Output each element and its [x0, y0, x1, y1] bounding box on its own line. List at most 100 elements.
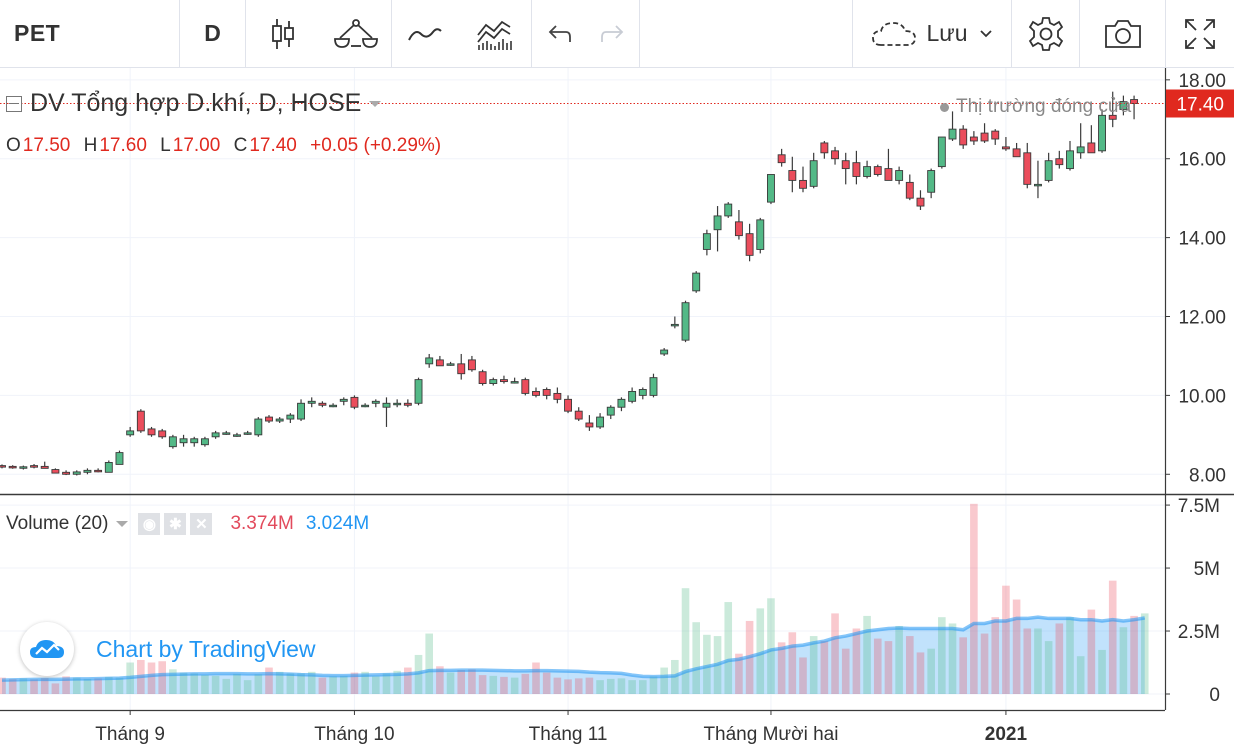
volume-bar — [895, 625, 903, 694]
candle — [1098, 109, 1106, 153]
candle-body — [980, 132, 989, 142]
volume-bar — [243, 680, 252, 694]
candle — [30, 464, 38, 469]
volume-bar — [329, 676, 337, 694]
candle-body — [222, 432, 231, 435]
candle — [510, 377, 519, 384]
undo-icon — [548, 24, 571, 42]
candle-body — [510, 381, 519, 384]
market-status-label: Thị trường đóng cửa — [956, 96, 1132, 117]
volume-value: 3.374M — [230, 513, 294, 534]
candle-body — [670, 323, 679, 327]
candle — [350, 395, 359, 410]
main-series-legend[interactable]: DV Tổng hợp D.khí, D, HOSE — [6, 89, 382, 118]
market-status: Thị trường đóng cửa — [940, 96, 1131, 118]
candle-body — [873, 166, 882, 175]
candle-body — [649, 377, 658, 396]
volume-bar — [574, 678, 583, 694]
gear-icon[interactable]: ✱ — [164, 513, 187, 535]
volume-bar — [980, 633, 989, 694]
candle — [937, 136, 946, 169]
candle — [724, 202, 733, 218]
volume-bar — [169, 669, 177, 694]
settings-button[interactable] — [1012, 0, 1080, 67]
volume-bar — [916, 652, 925, 694]
symbol-search-button[interactable]: PET — [0, 0, 180, 67]
candle-body — [895, 170, 904, 181]
price-tick-label: 14.00 — [1178, 229, 1226, 250]
candle — [617, 397, 626, 412]
candle — [158, 428, 167, 439]
fullscreen-button[interactable] — [1166, 0, 1234, 67]
volume-bar — [841, 648, 850, 694]
candle — [681, 300, 690, 343]
camera-icon — [1104, 19, 1141, 48]
volume-bar — [478, 675, 487, 694]
volume-bar — [372, 676, 380, 694]
caret-down-icon[interactable] — [369, 100, 382, 107]
volume-bar — [1087, 609, 1096, 694]
redo-button[interactable] — [586, 0, 640, 67]
volume-legend[interactable]: Volume (20) ◉ ✱ ✕ 3.374M 3.024M — [6, 513, 369, 535]
candle — [884, 148, 893, 181]
candle-body — [403, 402, 412, 406]
candle — [0, 464, 6, 469]
screenshot-button[interactable] — [1080, 0, 1166, 67]
candle — [275, 417, 284, 423]
save-button[interactable]: Lưu — [852, 0, 1012, 67]
templates-button[interactable] — [458, 0, 532, 67]
candle-body — [265, 416, 273, 422]
candle — [83, 468, 92, 475]
volume-bar — [724, 602, 733, 694]
undo-button[interactable] — [532, 0, 586, 67]
interval-button[interactable]: D — [180, 0, 246, 67]
candle — [606, 405, 615, 420]
time-tick-label: Tháng 10 — [314, 724, 394, 745]
candle — [948, 111, 957, 141]
candle — [62, 470, 71, 476]
volume-bar — [361, 671, 369, 694]
candle-body — [136, 410, 145, 432]
candle-body — [19, 466, 28, 469]
candle-body — [702, 233, 711, 250]
volume-bar — [970, 503, 978, 694]
collapse-icon[interactable] — [6, 95, 22, 112]
candle-body — [660, 349, 669, 355]
candle — [467, 355, 476, 372]
candle-body — [788, 170, 797, 181]
candle — [104, 460, 113, 473]
chart-canvas[interactable]: 8.00 10.00 12.00 14.00 16.00 18.00 0 2.5M 5M 7.5M… — [0, 68, 1234, 748]
volume-bar — [190, 673, 199, 694]
compare-button[interactable] — [392, 0, 458, 67]
candle-body — [1001, 146, 1010, 150]
candle-body — [596, 416, 605, 428]
volume-bar — [105, 676, 113, 694]
candle — [403, 399, 412, 408]
candle-body — [147, 428, 156, 436]
candle — [649, 373, 658, 398]
chart-style-button[interactable] — [246, 0, 320, 67]
close-icon[interactable]: ✕ — [190, 513, 213, 535]
candle-body — [104, 461, 113, 473]
candle-body — [339, 398, 348, 402]
candle-body — [489, 379, 498, 385]
volume-bar — [19, 678, 28, 694]
tradingview-watermark[interactable]: Chart by TradingView — [20, 622, 315, 676]
volume-bar — [553, 677, 562, 694]
caret-down-icon[interactable] — [116, 521, 129, 527]
volume-bar — [318, 677, 327, 694]
volume-bar — [617, 678, 626, 694]
volume-bar — [83, 678, 92, 694]
candle — [585, 415, 594, 431]
volume-bar — [500, 676, 508, 694]
indicators-button[interactable] — [320, 0, 392, 67]
eye-icon[interactable]: ◉ — [138, 513, 161, 535]
volume-bar — [1130, 615, 1138, 694]
candle — [542, 387, 551, 400]
candle — [692, 271, 701, 293]
candle-body — [254, 418, 263, 436]
candle-body — [863, 166, 872, 177]
close-value: 17.40 — [249, 135, 297, 156]
volume-bar — [831, 613, 839, 694]
volume-bar — [532, 662, 540, 694]
